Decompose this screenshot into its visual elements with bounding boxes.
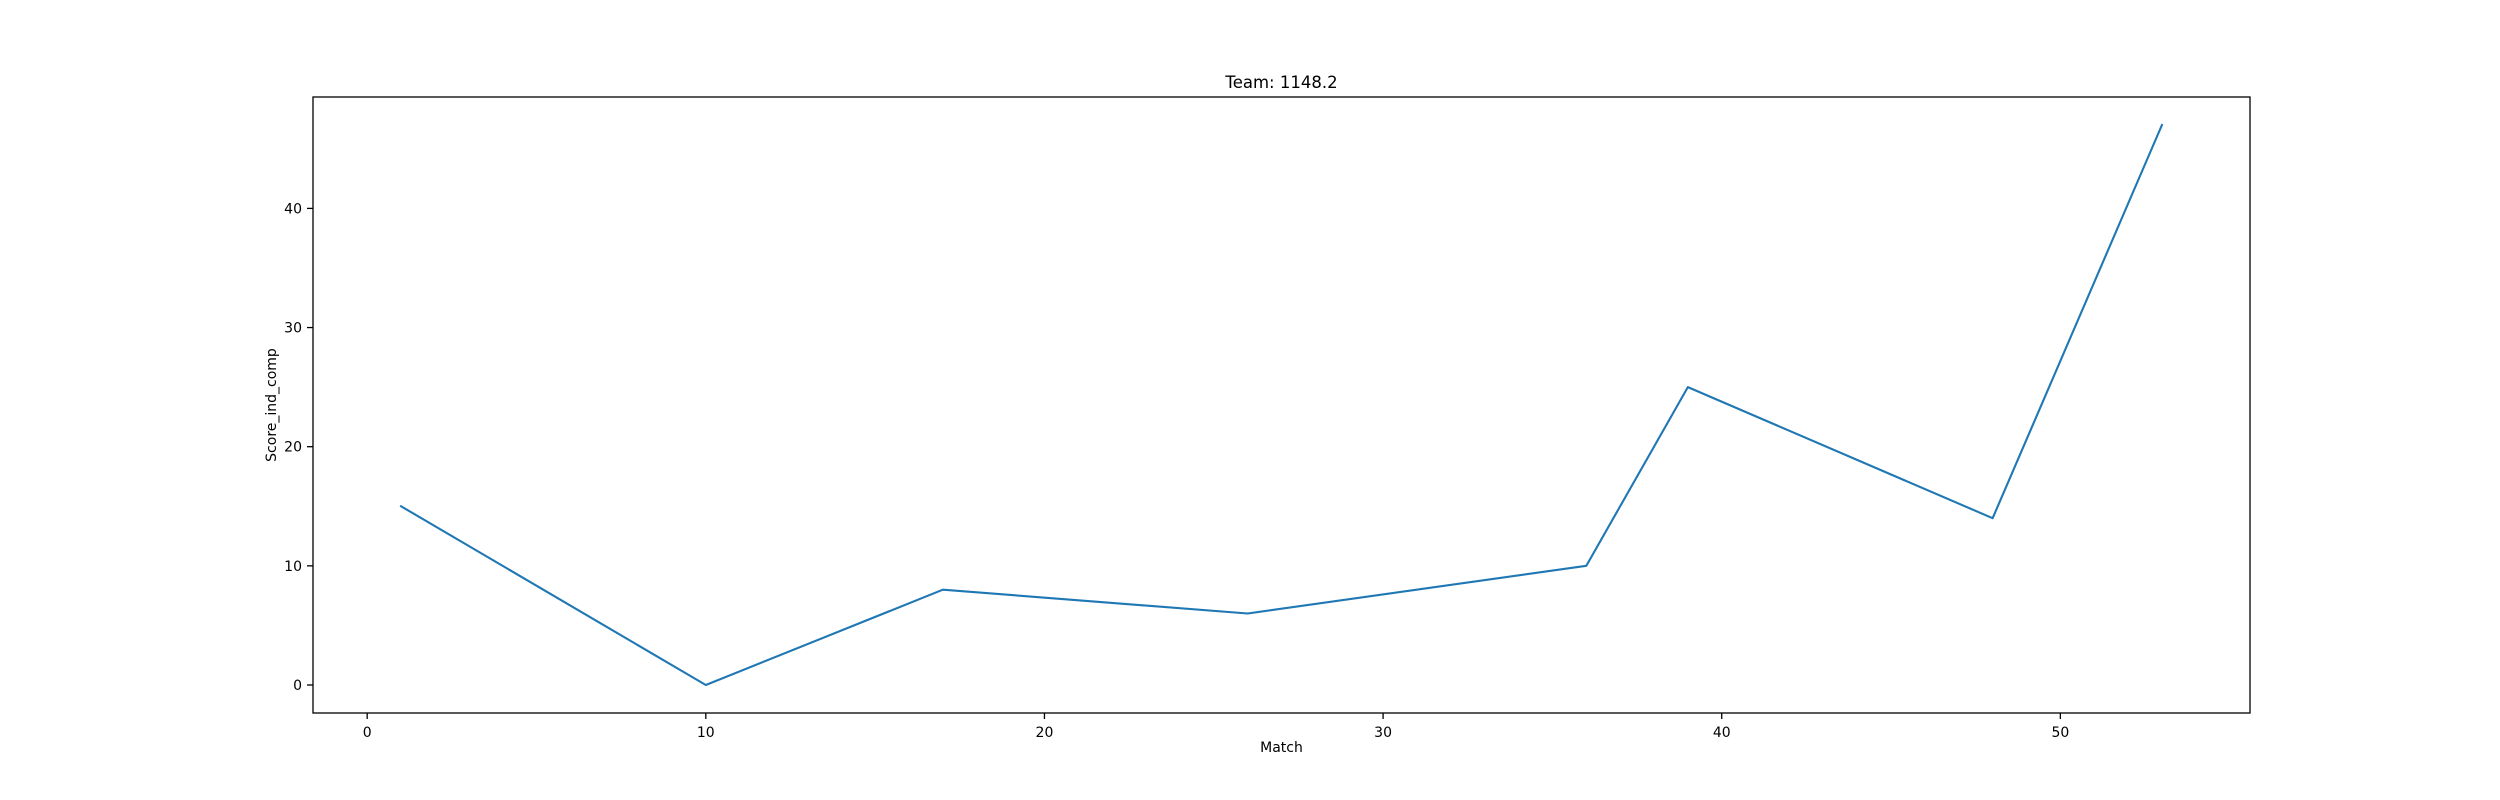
x-tick-label: 40	[1713, 725, 1731, 741]
x-tick-label: 10	[697, 725, 715, 741]
plot-area	[313, 97, 2250, 713]
x-axis-label: Match	[1260, 740, 1303, 756]
y-tick-label: 0	[293, 678, 302, 694]
series-layer	[399, 123, 2164, 687]
series-line	[399, 123, 2164, 687]
y-tick-label: 10	[284, 559, 302, 575]
y-axis-label: Score_ind_comp	[264, 348, 280, 462]
x-tick-label: 50	[2051, 725, 2069, 741]
plot-frame	[312, 96, 2251, 714]
x-axis-ticks: 0 10 20 30 40 50	[363, 713, 2069, 741]
y-tick-label: 20	[284, 440, 302, 456]
chart-title: Team: 1148.2	[1224, 73, 1337, 92]
y-axis-ticks: 0 10 20 30 40	[284, 201, 313, 694]
x-tick-label: 20	[1036, 725, 1054, 741]
x-tick-label: 0	[363, 725, 372, 741]
y-tick-label: 30	[284, 321, 302, 337]
x-tick-label: 30	[1374, 725, 1392, 741]
y-tick-label: 40	[284, 201, 302, 217]
